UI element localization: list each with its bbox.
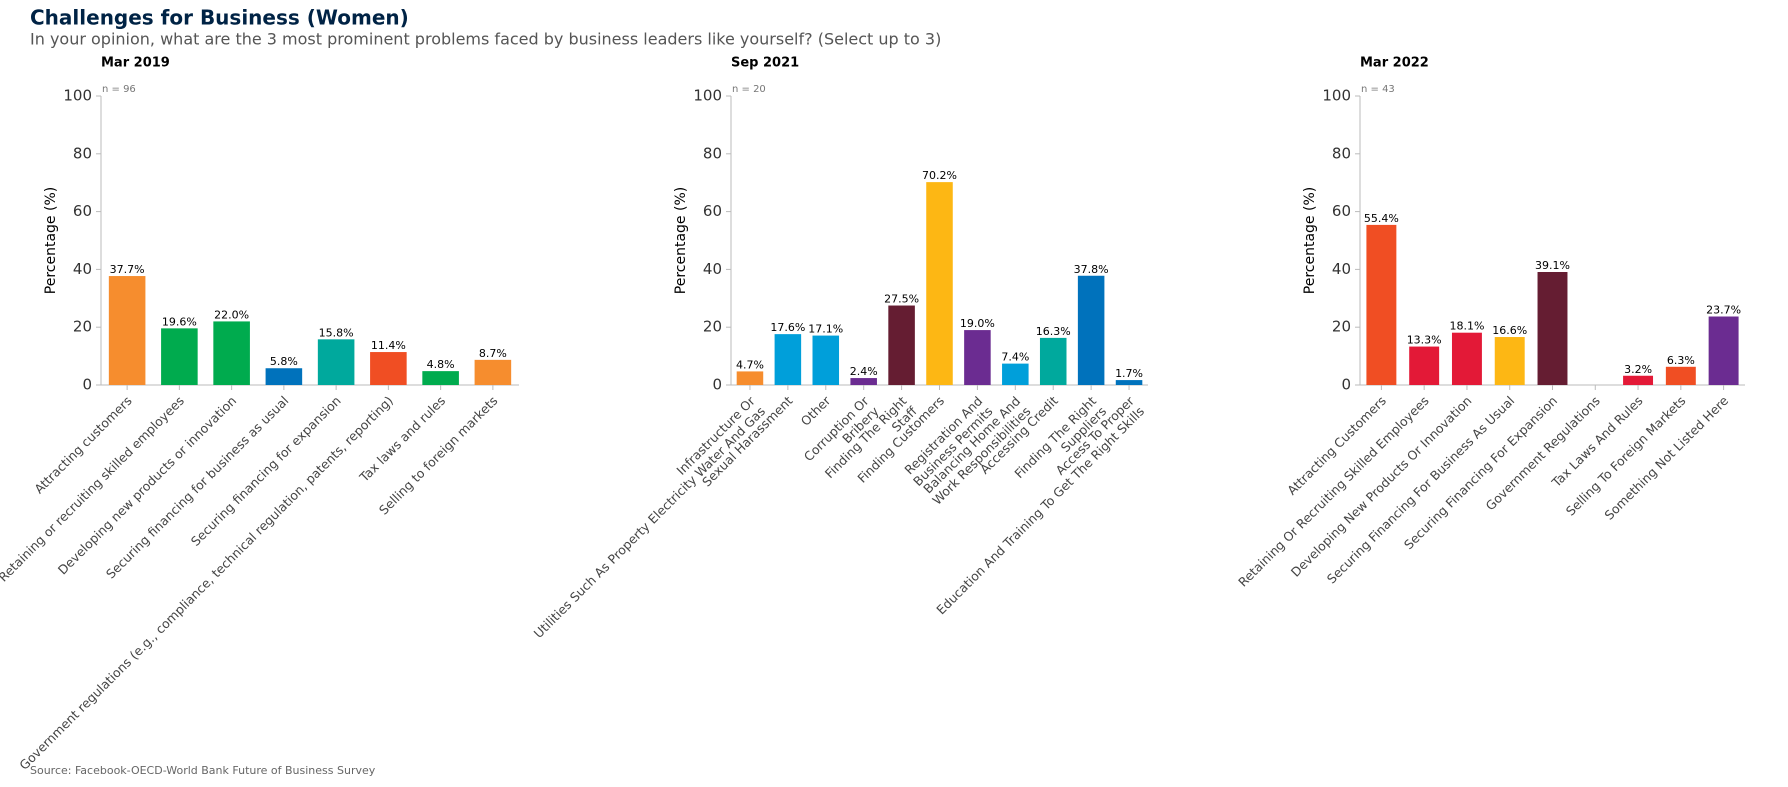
bar — [1077, 275, 1105, 385]
value-label: 4.8% — [427, 358, 455, 371]
bar — [317, 339, 355, 385]
y-axis-label: Percentage (%) — [43, 187, 59, 294]
value-label: 37.8% — [1074, 263, 1109, 276]
y-tick-label: 20 — [703, 318, 722, 336]
y-tick-label: 40 — [73, 260, 92, 278]
y-tick-label: 80 — [1332, 144, 1351, 162]
value-label: 1.7% — [1115, 367, 1143, 380]
bar — [1002, 363, 1029, 385]
x-tick-label: Attracting customers — [31, 393, 135, 497]
bar — [1494, 337, 1525, 385]
value-label: 55.4% — [1364, 212, 1399, 225]
y-tick-label: 0 — [82, 376, 92, 394]
page-subtitle: In your opinion, what are the 3 most pro… — [30, 30, 941, 49]
bar — [265, 368, 303, 385]
bar — [474, 359, 512, 385]
value-label: 15.8% — [319, 326, 354, 339]
value-label: 19.6% — [162, 315, 197, 328]
value-label: 16.3% — [1036, 325, 1071, 338]
x-tick-label: Securing Financing For Expansion — [1401, 393, 1560, 552]
chart-title: Mar 2022 — [1360, 56, 1429, 71]
x-tick-label: Retaining Or Recruiting Skilled Employee… — [1235, 393, 1432, 590]
value-label: 5.8% — [270, 355, 298, 368]
bar — [108, 276, 146, 385]
y-axis-label: Percentage (%) — [1302, 187, 1318, 294]
bar — [812, 335, 840, 385]
bar — [370, 352, 407, 385]
sample-note: n = 96 — [102, 84, 136, 95]
bar — [1115, 380, 1143, 385]
y-axis-label: Percentage (%) — [673, 187, 689, 294]
value-label: 27.5% — [884, 293, 919, 306]
bar — [888, 305, 915, 385]
value-label: 13.3% — [1407, 334, 1442, 347]
y-tick-label: 60 — [1332, 202, 1351, 220]
chart-title: Sep 2021 — [731, 56, 799, 71]
value-label: 37.7% — [110, 263, 145, 276]
bar — [1409, 346, 1440, 385]
bar — [213, 321, 250, 385]
value-label: 17.6% — [770, 321, 805, 334]
bar — [850, 378, 877, 385]
value-label: 19.0% — [960, 317, 995, 330]
y-tick-label: 60 — [73, 202, 92, 220]
value-label: 11.4% — [371, 339, 406, 352]
y-tick-label: 100 — [693, 87, 722, 105]
bar — [1665, 366, 1696, 385]
value-label: 22.0% — [214, 308, 249, 321]
bar — [926, 182, 953, 385]
value-label: 16.6% — [1492, 324, 1527, 337]
x-tick-label: Infrastructure OrUtilities Such As Prope… — [520, 392, 768, 640]
x-tick-label: Securing financing for business as usual — [103, 393, 292, 582]
x-tick-label: Developing new products or innovation — [55, 393, 239, 577]
y-tick-label: 0 — [1341, 376, 1351, 394]
bar — [736, 371, 764, 385]
chart-title: Mar 2019 — [101, 56, 170, 71]
bar — [964, 330, 991, 385]
y-tick-label: 0 — [712, 376, 722, 394]
value-label: 39.1% — [1535, 259, 1570, 272]
value-label: 8.7% — [479, 347, 507, 360]
bar — [1708, 316, 1739, 385]
bar — [1451, 332, 1482, 385]
value-label: 17.1% — [808, 323, 843, 336]
bar — [1039, 337, 1067, 385]
page-title: Challenges for Business (Women) — [30, 6, 409, 30]
y-tick-label: 80 — [703, 144, 722, 162]
value-label: 18.1% — [1449, 320, 1484, 333]
y-tick-label: 40 — [1332, 260, 1351, 278]
x-tick-label: Tax laws and rules — [356, 393, 448, 485]
y-tick-label: 60 — [703, 202, 722, 220]
value-label: 3.2% — [1624, 363, 1652, 376]
sample-note: n = 43 — [1361, 84, 1395, 95]
value-label: 6.3% — [1667, 354, 1695, 367]
value-label: 4.7% — [736, 358, 764, 371]
bar — [161, 328, 198, 385]
y-tick-label: 20 — [1332, 318, 1351, 336]
y-tick-label: 100 — [63, 87, 92, 105]
y-tick-label: 80 — [73, 144, 92, 162]
x-tick-label: Other — [798, 392, 834, 428]
y-tick-label: 40 — [703, 260, 722, 278]
value-label: 7.4% — [1001, 351, 1029, 364]
source: Source: Facebook-OECD-World Bank Future … — [30, 764, 376, 777]
y-tick-label: 100 — [1322, 87, 1351, 105]
value-label: 23.7% — [1706, 304, 1741, 317]
value-label: 70.2% — [922, 169, 957, 182]
value-label: 2.4% — [850, 365, 878, 378]
bar — [774, 334, 802, 385]
bar — [1366, 224, 1397, 385]
bar — [1623, 375, 1654, 385]
bar — [422, 371, 459, 385]
sample-note: n = 20 — [732, 84, 766, 95]
y-tick-label: 20 — [73, 318, 92, 336]
x-tick-label: Developing New Products Or Innovation — [1288, 393, 1475, 580]
bar — [1537, 272, 1568, 385]
x-tick-label: Retaining or recruiting skilled employee… — [0, 393, 187, 585]
